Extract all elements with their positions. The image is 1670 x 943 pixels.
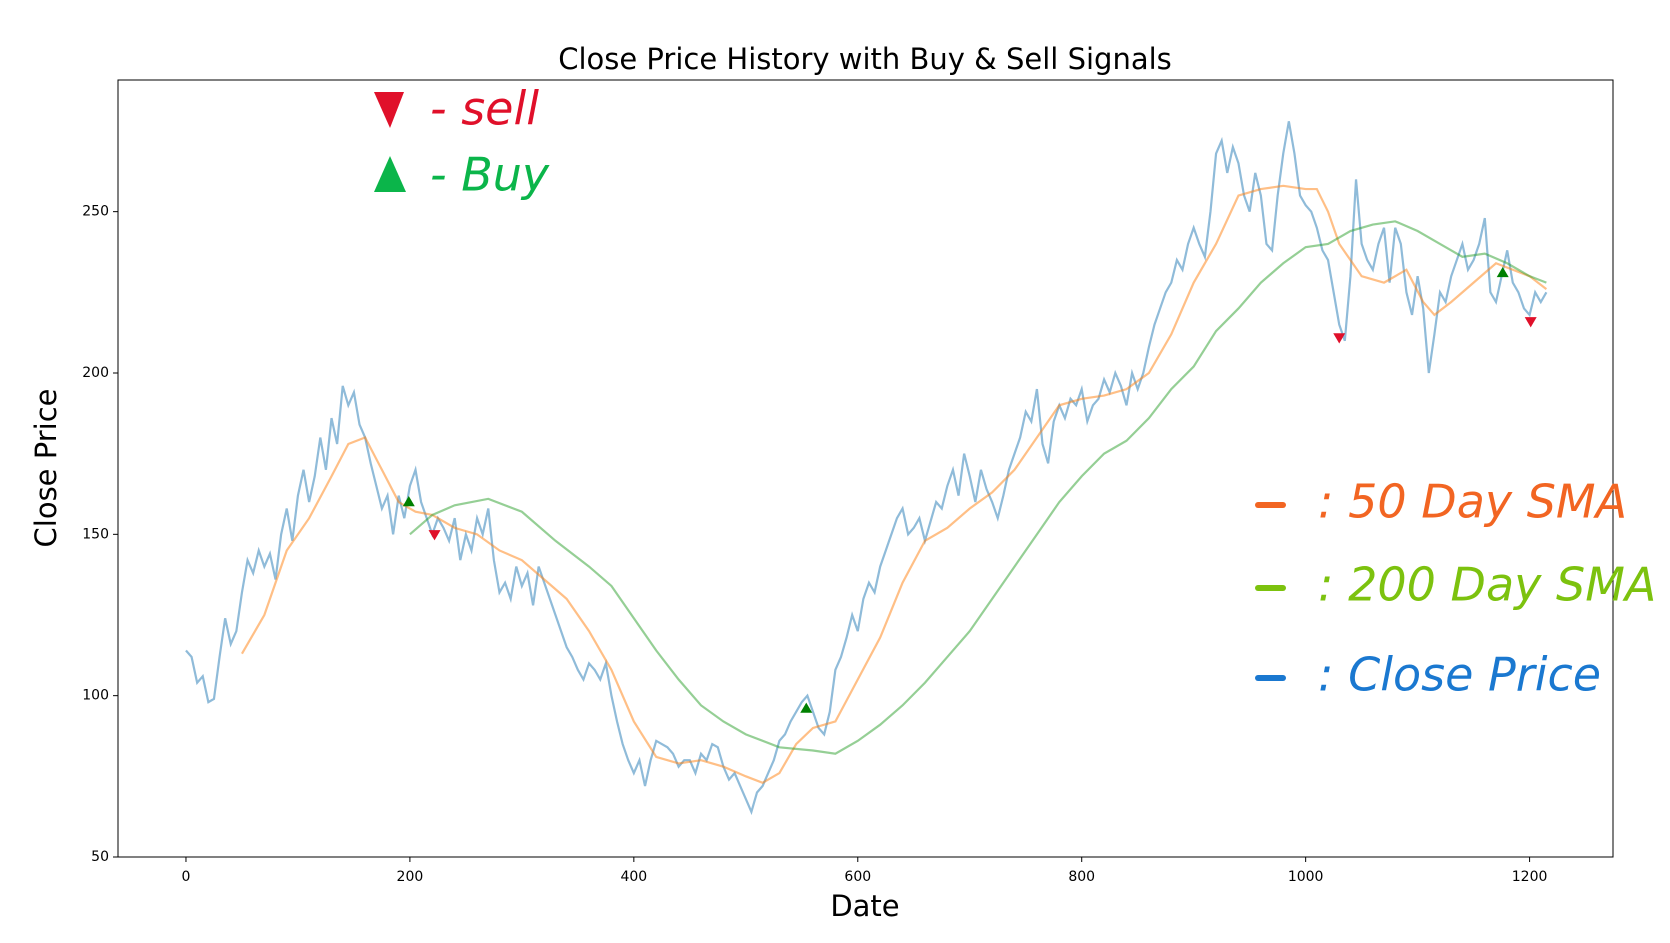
x-tick-label: 600 [844,869,871,885]
y-tick-label: 50 [91,849,109,865]
x-tick-label: 1000 [1288,869,1324,885]
series-line [409,220,1547,755]
x-tick-label: 0 [182,869,191,885]
signal-marker [1524,317,1537,328]
y-axis-label: Close Price [29,389,63,548]
series-line [185,121,1548,816]
x-tick-label: 1200 [1512,869,1548,885]
y-tick-label: 200 [82,365,109,381]
signal-marker [428,530,441,541]
annotation: - sell [430,82,539,136]
x-tick-label: 400 [620,869,647,885]
x-axis-label: Date [830,889,899,923]
annotation: : 200 Day SMA [1318,558,1656,612]
annotation-icon [374,156,406,192]
annotation: : Close Price [1318,648,1601,702]
y-tick-label: 100 [82,688,109,704]
y-tick-label: 250 [82,204,109,220]
signal-marker [1333,333,1346,344]
x-tick-label: 200 [397,869,424,885]
signal-marker [800,702,813,713]
chart-title: Close Price History with Buy & Sell Sign… [558,42,1172,76]
annotation: - Buy [430,148,550,202]
plot-frame [117,79,1614,858]
signal-marker [402,496,415,507]
y-tick-label: 150 [82,526,109,542]
series-line [240,184,1548,784]
annotation: : 50 Day SMA [1318,475,1627,529]
annotation-icon [374,92,404,128]
x-tick-label: 800 [1068,869,1095,885]
signal-marker [1496,266,1509,278]
